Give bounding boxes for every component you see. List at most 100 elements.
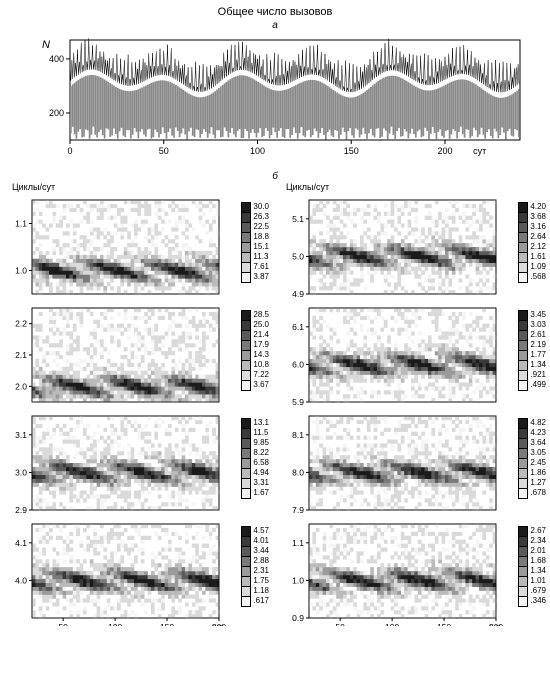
- legend-value: 3.45: [530, 311, 546, 319]
- legend-row: 4.94: [241, 468, 269, 478]
- svg-text:200: 200: [49, 108, 64, 118]
- legend-value: 26.3: [253, 213, 269, 221]
- legend-swatch: [518, 488, 528, 499]
- panel-row: 4.14.050100150200сут4.574.013.442.882.31…: [4, 520, 546, 626]
- legend-value: 2.88: [253, 557, 269, 565]
- legend-swatch: [241, 488, 251, 499]
- legend-row: 7.61: [241, 262, 269, 272]
- legend-value: 2.61: [530, 331, 546, 339]
- colorbar-legend: 30.026.322.518.8 15.111.37.613.87: [241, 202, 269, 282]
- legend-value: 1.27: [530, 479, 546, 487]
- legend-row: 18.8: [241, 232, 269, 242]
- legend-row: 3.87: [241, 272, 269, 282]
- legend-value: 7.22: [253, 371, 269, 379]
- legend-row: 3.31: [241, 478, 269, 488]
- legend-row: 2.34: [518, 536, 546, 546]
- legend-row: 11.5: [241, 428, 269, 438]
- spectrogram-panel: 8.18.07.94.824.233.643.052.451.861.27.67…: [281, 412, 546, 518]
- legend-row: 17.9: [241, 340, 269, 350]
- colorbar-legend: 4.824.233.643.052.451.861.27.678: [518, 418, 546, 498]
- svg-text:400: 400: [49, 54, 64, 64]
- legend-row: 8.22: [241, 448, 269, 458]
- legend-row: 3.44: [241, 546, 269, 556]
- legend-row: 25.0: [241, 320, 269, 330]
- colorbar-legend: 4.203.683.162.642.121.611.09.568: [518, 202, 546, 282]
- legend-value: 2.34: [530, 537, 546, 545]
- legend-row: 2.01: [518, 546, 546, 556]
- legend-row: 2.31: [241, 566, 269, 576]
- legend-value: 1.77: [530, 351, 546, 359]
- legend-row: .679: [518, 586, 546, 596]
- legend-value: 2.31: [253, 567, 269, 575]
- legend-value: 1.86: [530, 469, 546, 477]
- legend-row: 4.82: [518, 418, 546, 428]
- svg-text:сут: сут: [473, 146, 486, 156]
- legend-row: 2.64: [518, 232, 546, 242]
- legend-row: .499: [518, 380, 546, 390]
- spectrogram-panel: 3.13.02.913.111.59.858.226.584.943.311.6…: [4, 412, 269, 518]
- legend-value: 3.03: [530, 321, 546, 329]
- legend-value: .678: [530, 489, 546, 497]
- legend-value: 2.64: [530, 233, 546, 241]
- panel-row: 1.11.030.026.322.518.815.111.37.613.875.…: [4, 196, 546, 302]
- legend-value: 4.82: [530, 419, 546, 427]
- colorbar-legend: 2.672.342.011.681.341.01.679.346: [518, 526, 546, 606]
- svg-text:3.1: 3.1: [15, 430, 27, 440]
- legend-value: .921: [530, 371, 546, 379]
- legend-row: 30.0: [241, 202, 269, 212]
- spectrogram-panel: 1.11.00.950100150200сут2.672.342.011.681…: [281, 520, 546, 626]
- spectrogram-panel: 1.11.030.026.322.518.815.111.37.613.87: [4, 196, 269, 302]
- legend-value: 3.68: [530, 213, 546, 221]
- legend-row: 9.85: [241, 438, 269, 448]
- legend-value: 4.01: [253, 537, 269, 545]
- legend-value: 6.58: [253, 459, 269, 467]
- top-time-series: N200400050100150200сут: [40, 35, 528, 165]
- legend-row: 4.01: [241, 536, 269, 546]
- colorbar-legend: 13.111.59.858.226.584.943.311.67: [241, 418, 269, 498]
- spectrogram-panel: 2.22.12.028.525.021.417.914.310.87.223.6…: [4, 304, 269, 410]
- legend-row: 2.88: [241, 556, 269, 566]
- legend-value: 2.45: [530, 459, 546, 467]
- legend-swatch: [241, 272, 251, 283]
- legend-row: 1.34: [518, 360, 546, 370]
- legend-value: 3.67: [253, 381, 269, 389]
- svg-text:0: 0: [67, 146, 72, 156]
- spectrogram-panel: 6.16.05.93.453.032.612.191.771.34.921.49…: [281, 304, 546, 410]
- legend-value: .679: [530, 587, 546, 595]
- legend-row: 4.23: [518, 428, 546, 438]
- legend-row: 1.67: [241, 488, 269, 498]
- legend-value: 1.75: [253, 577, 269, 585]
- legend-swatch: [518, 596, 528, 607]
- right-col-header: Циклы/сут: [286, 182, 329, 192]
- colorbar-legend: 4.574.013.442.882.311.751.18.617: [241, 526, 269, 606]
- legend-value: 15.1: [253, 243, 269, 251]
- legend-value: 8.22: [253, 449, 269, 457]
- legend-row: 1.68: [518, 556, 546, 566]
- legend-row: 1.27: [518, 478, 546, 488]
- svg-text:7.9: 7.9: [292, 505, 304, 515]
- svg-text:1.1: 1.1: [15, 219, 27, 229]
- legend-row: 3.03: [518, 320, 546, 330]
- svg-text:N: N: [42, 39, 50, 51]
- spectrogram-panel: 4.14.050100150200сут4.574.013.442.882.31…: [4, 520, 269, 626]
- legend-row: 26.3: [241, 212, 269, 222]
- legend-value: 1.01: [530, 577, 546, 585]
- legend-row: 1.61: [518, 252, 546, 262]
- legend-row: 22.5: [241, 222, 269, 232]
- svg-text:3.0: 3.0: [15, 467, 27, 477]
- legend-row: 11.3: [241, 252, 269, 262]
- legend-value: 7.61: [253, 263, 269, 271]
- svg-text:2.9: 2.9: [15, 505, 27, 515]
- svg-text:4.9: 4.9: [292, 289, 304, 299]
- colorbar-legend: 3.453.032.612.191.771.34.921.499: [518, 310, 546, 390]
- legend-row: 3.16: [518, 222, 546, 232]
- legend-value: 18.8: [253, 233, 269, 241]
- legend-value: 3.16: [530, 223, 546, 231]
- svg-text:2.2: 2.2: [15, 319, 27, 329]
- legend-value: 1.18: [253, 587, 269, 595]
- panel-row: 3.13.02.913.111.59.858.226.584.943.311.6…: [4, 412, 546, 518]
- legend-value: 10.8: [253, 361, 269, 369]
- legend-value: 2.67: [530, 527, 546, 535]
- legend-row: .346: [518, 596, 546, 606]
- subplot-a-label: а: [0, 20, 550, 31]
